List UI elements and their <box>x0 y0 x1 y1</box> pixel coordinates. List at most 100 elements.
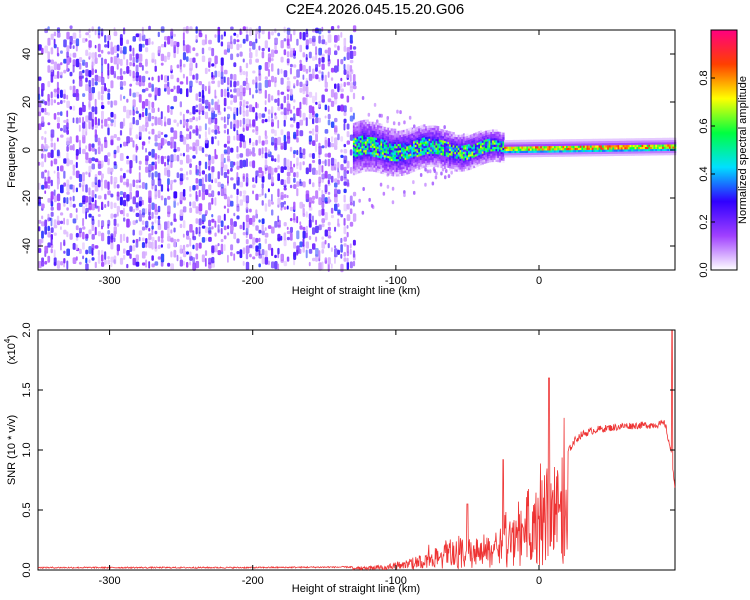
spectrogram-cell <box>148 131 151 135</box>
spectrogram-cell <box>132 56 135 64</box>
spectrogram-cell <box>208 154 211 161</box>
spectrogram-cell <box>485 135 488 138</box>
spectrogram-cell <box>547 143 550 147</box>
spectrogram-cell <box>375 128 378 132</box>
spectrogram-cell <box>315 248 319 257</box>
spectrogram-cell <box>293 163 296 168</box>
spectrogram-cell <box>431 132 435 135</box>
spectrogram-cell <box>392 158 395 162</box>
spectrogram-cell <box>75 214 78 221</box>
spectrogram-cell <box>598 138 601 142</box>
spectrogram-cell <box>211 197 214 205</box>
spectrogram-cell <box>476 140 479 143</box>
spectrogram-cell <box>151 101 155 108</box>
spectrogram-cell <box>129 83 133 87</box>
spectrogram-cell <box>488 155 491 159</box>
spectrogram-cell <box>373 150 376 153</box>
spectrogram-cell <box>343 63 346 70</box>
spectrogram-cell <box>603 151 606 154</box>
spectrogram-cell <box>104 179 108 189</box>
spectrogram-cell <box>334 35 338 43</box>
spectrogram-cell <box>358 127 361 130</box>
spectrogram-cell <box>69 136 72 144</box>
spectrogram-cell <box>349 261 353 269</box>
spectrogram-cell <box>104 259 107 265</box>
spectrogram-cell <box>249 87 251 96</box>
spectrogram-cell <box>249 104 253 113</box>
spectrogram-cell <box>394 165 397 168</box>
spectrogram-cell <box>608 151 612 154</box>
spectrogram-cell <box>164 167 168 176</box>
spectrogram-cell <box>378 142 381 146</box>
spectrogram-cell <box>204 137 208 144</box>
spectrogram-cell <box>324 136 327 145</box>
spectrogram-cell <box>490 140 493 143</box>
spectrogram-cell <box>428 151 431 154</box>
spectrogram-cell <box>413 145 416 148</box>
spectrogram-cell <box>110 46 115 55</box>
spectrogram-cell <box>375 135 378 138</box>
spectrogram-cell <box>264 135 268 140</box>
spectrogram-cell <box>305 249 308 259</box>
spectrogram-cell <box>390 141 393 144</box>
spectrogram-cell <box>138 80 142 87</box>
spectrogram-cell <box>110 201 113 210</box>
spectrogram-cell <box>514 152 517 156</box>
spectrogram-cell <box>629 146 632 150</box>
y-tick-label: -20 <box>21 190 33 206</box>
spectrogram-cell <box>113 100 118 106</box>
spectrogram-cell <box>358 168 361 171</box>
spectrogram-cell <box>495 138 498 141</box>
spectrogram-cell <box>497 140 500 143</box>
spectrogram-cell <box>359 168 362 171</box>
spectrogram-cell <box>223 69 228 75</box>
spectrogram-cell <box>373 132 376 136</box>
spectrogram-cell <box>327 113 331 120</box>
spectrogram-cell <box>380 132 383 135</box>
spectrogram-cell <box>457 165 460 168</box>
spectrogram-cell <box>63 239 66 246</box>
spectrogram-cell <box>107 92 111 100</box>
spectrogram-cell <box>75 187 78 193</box>
spectrogram-cell <box>404 151 407 154</box>
spectrogram-cell <box>277 215 280 223</box>
spectrogram-cell <box>619 144 622 148</box>
spectrogram-cell <box>468 159 471 162</box>
spectrogram-cell <box>82 104 86 113</box>
spectrogram-cell <box>280 166 284 173</box>
spectrogram-cell <box>663 144 666 147</box>
spectrogram-cell <box>433 127 436 131</box>
spectrogram-cell <box>352 172 356 176</box>
spectrogram-cell <box>660 140 663 143</box>
spectrogram-cell <box>447 143 450 147</box>
spectrogram-cell <box>454 141 457 144</box>
spectrogram-cell <box>552 141 555 144</box>
spectrogram-cell <box>50 191 54 200</box>
spectrogram-cell <box>363 143 366 146</box>
spectrogram-cell <box>605 140 608 144</box>
spectrogram-cell <box>182 39 185 46</box>
spectrogram-cell <box>598 143 601 146</box>
spectrogram-cell <box>416 167 419 171</box>
spectrogram-cell <box>145 238 148 244</box>
spectrogram-cell <box>94 193 97 199</box>
spectrogram-cell <box>492 159 495 163</box>
spectrogram-cell <box>252 41 256 50</box>
spectrogram-cell <box>505 146 508 149</box>
spectrogram-cell <box>255 76 258 85</box>
spectrogram-cell <box>662 146 665 149</box>
spectrogram-cell <box>101 232 105 242</box>
spectrogram-cell <box>543 152 546 155</box>
spectrogram-cell <box>423 143 426 147</box>
spectrogram-cell <box>358 134 361 137</box>
spectrogram-cell <box>352 50 357 57</box>
spectrogram-cell <box>88 85 92 93</box>
spectrogram-cell <box>404 148 407 152</box>
spectrogram-cell <box>608 145 612 148</box>
spectrogram-cell <box>406 167 409 171</box>
spectrogram-cell <box>615 147 618 150</box>
spectrogram-cell <box>359 127 362 130</box>
spectrogram-cell <box>383 137 386 141</box>
spectrogram-cell <box>454 149 457 152</box>
spectrogram-cell <box>449 148 452 151</box>
